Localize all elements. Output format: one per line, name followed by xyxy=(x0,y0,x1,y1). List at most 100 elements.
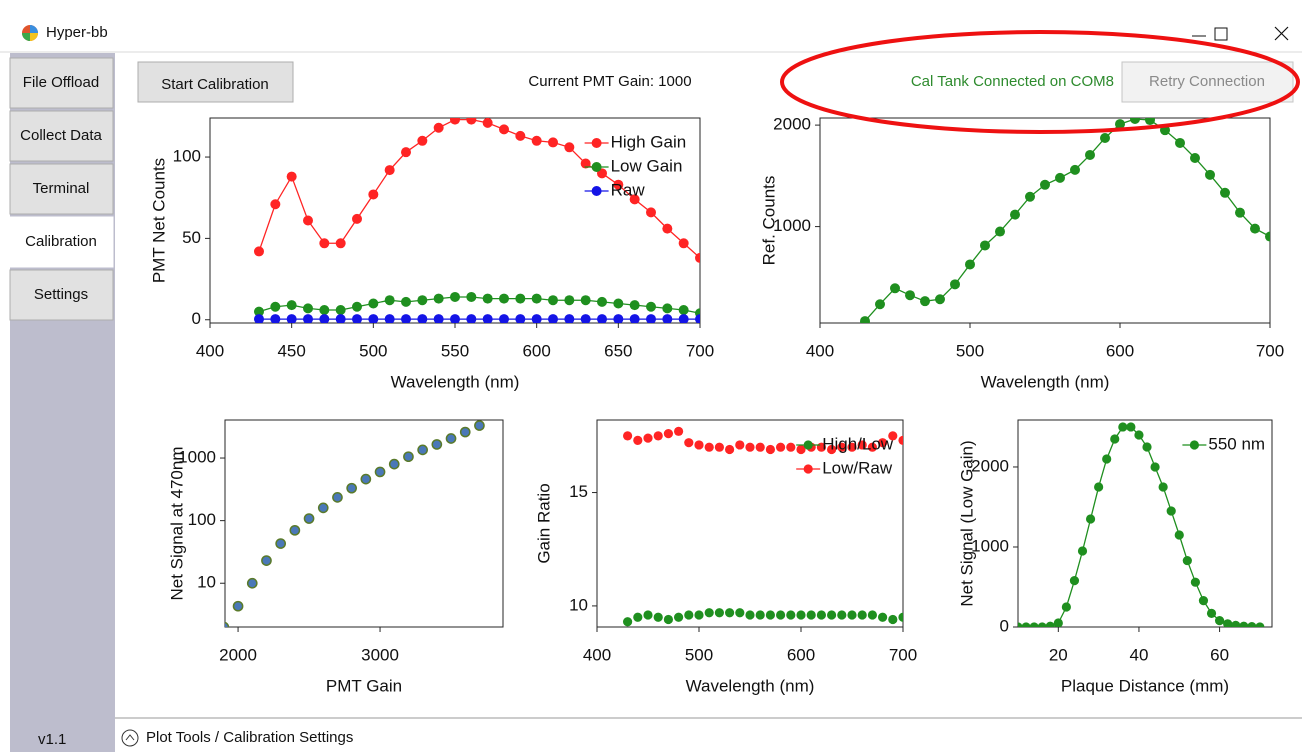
data-point xyxy=(674,612,684,622)
y-tick-label: 1000 xyxy=(773,216,811,235)
data-point xyxy=(254,314,264,323)
x-tick-label: 700 xyxy=(686,341,714,360)
data-point xyxy=(286,314,297,323)
chart: 2000 3000 10 100 1000 PMT Gain Net Signal at 4… xyxy=(167,419,504,695)
data-point xyxy=(459,426,471,438)
data-point xyxy=(286,171,297,182)
tab[interactable] xyxy=(9,110,114,162)
data-point xyxy=(684,610,694,620)
data-point xyxy=(332,492,343,503)
data-point xyxy=(433,293,444,304)
data-point xyxy=(319,304,330,315)
data-point xyxy=(1235,207,1245,218)
data-point xyxy=(1010,209,1020,220)
y-tick-label: 100 xyxy=(173,147,201,166)
data-point xyxy=(346,482,357,494)
data-point xyxy=(548,137,558,148)
retry-connection-button[interactable] xyxy=(1121,61,1294,103)
legend-swatch-dot xyxy=(591,186,602,196)
legend-label: Low Gain xyxy=(611,156,683,175)
tab-label: Terminal xyxy=(33,180,90,197)
data-point xyxy=(303,303,313,314)
series-line xyxy=(258,118,700,259)
data-point xyxy=(1158,482,1168,492)
app-icon-part xyxy=(22,33,30,41)
data-point xyxy=(646,314,656,323)
data-point xyxy=(303,513,315,524)
version: v1.1 xyxy=(38,731,66,748)
data-point xyxy=(1190,577,1200,587)
data-point xyxy=(499,124,509,135)
data-point xyxy=(319,238,330,249)
plot-marks xyxy=(623,426,903,627)
data-point xyxy=(653,431,663,441)
series-line xyxy=(258,296,700,314)
data-point xyxy=(466,118,477,125)
data-point xyxy=(275,538,287,549)
data-point xyxy=(1142,442,1152,452)
highlight-ellipse xyxy=(780,30,1300,134)
x-tick-label: 650 xyxy=(604,341,632,360)
data-point xyxy=(597,296,607,307)
data-point xyxy=(225,621,230,627)
maximize-button[interactable] xyxy=(1214,27,1228,41)
tab[interactable] xyxy=(9,216,114,268)
data-point xyxy=(1206,608,1217,618)
tab[interactable] xyxy=(9,269,114,321)
data-point xyxy=(1205,169,1215,180)
data-point xyxy=(384,295,395,306)
x-tick-label: 700 xyxy=(889,645,917,664)
data-point xyxy=(663,429,674,439)
y-tick-label: 10 xyxy=(197,573,216,592)
tab[interactable] xyxy=(9,163,114,215)
x-axis-label: Wavelength (nm) xyxy=(391,372,520,391)
data-point xyxy=(613,314,624,323)
data-point xyxy=(920,296,930,307)
data-point xyxy=(1070,164,1080,175)
data-point xyxy=(796,610,806,620)
data-point xyxy=(867,610,878,620)
legend-label: 550 nm xyxy=(1208,434,1265,453)
retry-connection-label: Retry Connection xyxy=(1149,73,1265,90)
data-point xyxy=(450,118,460,125)
data-point xyxy=(261,555,272,566)
data-point xyxy=(450,291,460,302)
data-point xyxy=(965,259,975,270)
data-point xyxy=(704,608,714,618)
data-point xyxy=(515,130,526,141)
data-point xyxy=(482,293,493,304)
data-point xyxy=(827,610,837,620)
data-point xyxy=(335,304,346,315)
data-point xyxy=(548,314,558,323)
data-point xyxy=(417,314,428,323)
plot-marks xyxy=(254,118,700,323)
chart: 400 450 500 550 600 650 700 0 50 100 Wavelength (n… xyxy=(149,117,714,391)
data-point xyxy=(1247,622,1257,627)
x-axis-label: Plaque Distance (mm) xyxy=(1061,676,1229,695)
data-point xyxy=(646,301,656,312)
y-axis-label: Gain Ratio xyxy=(534,483,553,563)
data-point xyxy=(695,252,700,263)
close-button[interactable] xyxy=(1274,26,1289,41)
data-point xyxy=(878,612,888,622)
data-point xyxy=(1182,555,1192,566)
data-point xyxy=(662,314,673,323)
data-point xyxy=(950,279,960,290)
tab[interactable] xyxy=(9,57,114,109)
data-point xyxy=(875,299,885,310)
data-point xyxy=(580,295,591,306)
data-point xyxy=(564,142,575,153)
data-point xyxy=(401,147,411,158)
data-point xyxy=(466,291,477,302)
data-point xyxy=(776,442,786,452)
start-calibration-button[interactable] xyxy=(137,61,294,103)
footer-toggle[interactable]: Plot Tools / Calibration Settings xyxy=(146,729,353,746)
data-point xyxy=(888,431,898,441)
data-point xyxy=(352,213,362,224)
legend-swatch-dot xyxy=(1189,440,1199,450)
data-point xyxy=(662,223,673,234)
data-point xyxy=(246,577,258,589)
x-tick-label: 60 xyxy=(1210,645,1229,664)
data-point xyxy=(890,283,900,294)
expand-icon[interactable] xyxy=(121,729,139,747)
